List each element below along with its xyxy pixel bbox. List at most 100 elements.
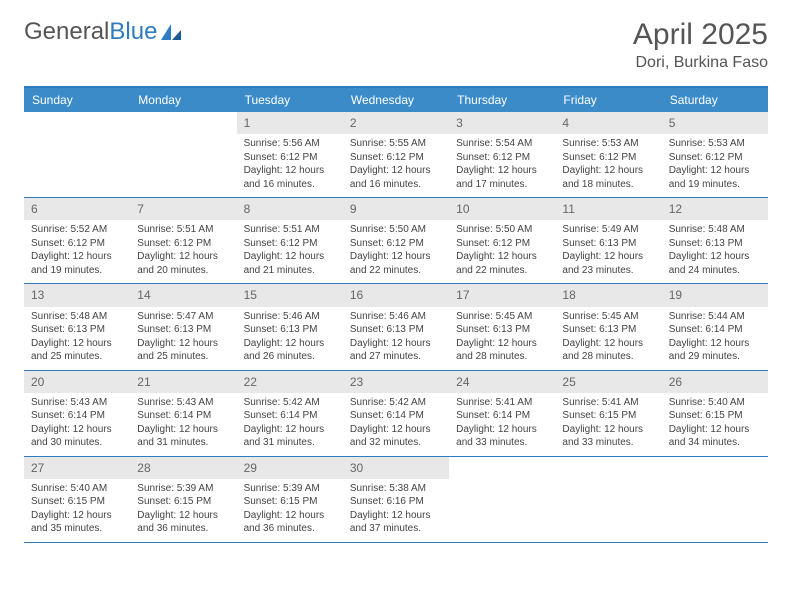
sunset-text: Sunset: 6:14 PM bbox=[31, 409, 123, 423]
day-number: 19 bbox=[662, 284, 768, 306]
sunset-text: Sunset: 6:15 PM bbox=[562, 409, 654, 423]
day-cell: 29Sunrise: 5:39 AMSunset: 6:15 PMDayligh… bbox=[237, 457, 343, 542]
day-details: Sunrise: 5:55 AMSunset: 6:12 PMDaylight:… bbox=[343, 134, 449, 197]
day-details: Sunrise: 5:53 AMSunset: 6:12 PMDaylight:… bbox=[555, 134, 661, 197]
sunset-text: Sunset: 6:12 PM bbox=[350, 151, 442, 165]
sunset-text: Sunset: 6:13 PM bbox=[350, 323, 442, 337]
day-details: Sunrise: 5:49 AMSunset: 6:13 PMDaylight:… bbox=[555, 220, 661, 283]
day-details: Sunrise: 5:39 AMSunset: 6:15 PMDaylight:… bbox=[130, 479, 236, 542]
day-details: Sunrise: 5:39 AMSunset: 6:15 PMDaylight:… bbox=[237, 479, 343, 542]
sunrise-text: Sunrise: 5:50 AM bbox=[456, 223, 548, 237]
sunrise-text: Sunrise: 5:48 AM bbox=[31, 310, 123, 324]
day-details: Sunrise: 5:48 AMSunset: 6:13 PMDaylight:… bbox=[24, 307, 130, 370]
day-cell: 12Sunrise: 5:48 AMSunset: 6:13 PMDayligh… bbox=[662, 198, 768, 283]
day-cell: 3Sunrise: 5:54 AMSunset: 6:12 PMDaylight… bbox=[449, 112, 555, 197]
day-cell: 1Sunrise: 5:56 AMSunset: 6:12 PMDaylight… bbox=[237, 112, 343, 197]
daylight-text: Daylight: 12 hours and 37 minutes. bbox=[350, 509, 442, 536]
daylight-text: Daylight: 12 hours and 33 minutes. bbox=[456, 423, 548, 450]
daylight-text: Daylight: 12 hours and 25 minutes. bbox=[31, 337, 123, 364]
day-number: 2 bbox=[343, 112, 449, 134]
sunrise-text: Sunrise: 5:54 AM bbox=[456, 137, 548, 151]
day-number: 15 bbox=[237, 284, 343, 306]
day-details: Sunrise: 5:41 AMSunset: 6:15 PMDaylight:… bbox=[555, 393, 661, 456]
day-details: Sunrise: 5:53 AMSunset: 6:12 PMDaylight:… bbox=[662, 134, 768, 197]
day-number: 14 bbox=[130, 284, 236, 306]
logo-text-blue: Blue bbox=[109, 18, 157, 46]
day-header-row: Sunday Monday Tuesday Wednesday Thursday… bbox=[24, 88, 768, 112]
day-cell bbox=[662, 457, 768, 542]
sunset-text: Sunset: 6:12 PM bbox=[456, 237, 548, 251]
day-cell: 9Sunrise: 5:50 AMSunset: 6:12 PMDaylight… bbox=[343, 198, 449, 283]
sunrise-text: Sunrise: 5:43 AM bbox=[31, 396, 123, 410]
day-details: Sunrise: 5:56 AMSunset: 6:12 PMDaylight:… bbox=[237, 134, 343, 197]
day-number: 24 bbox=[449, 371, 555, 393]
day-details: Sunrise: 5:40 AMSunset: 6:15 PMDaylight:… bbox=[662, 393, 768, 456]
sunset-text: Sunset: 6:13 PM bbox=[456, 323, 548, 337]
day-number: 13 bbox=[24, 284, 130, 306]
day-cell: 28Sunrise: 5:39 AMSunset: 6:15 PMDayligh… bbox=[130, 457, 236, 542]
day-cell: 13Sunrise: 5:48 AMSunset: 6:13 PMDayligh… bbox=[24, 284, 130, 369]
sunrise-text: Sunrise: 5:43 AM bbox=[137, 396, 229, 410]
daylight-text: Daylight: 12 hours and 33 minutes. bbox=[562, 423, 654, 450]
daylight-text: Daylight: 12 hours and 17 minutes. bbox=[456, 164, 548, 191]
sunset-text: Sunset: 6:13 PM bbox=[669, 237, 761, 251]
daylight-text: Daylight: 12 hours and 32 minutes. bbox=[350, 423, 442, 450]
daylight-text: Daylight: 12 hours and 20 minutes. bbox=[137, 250, 229, 277]
sunrise-text: Sunrise: 5:38 AM bbox=[350, 482, 442, 496]
sunset-text: Sunset: 6:15 PM bbox=[669, 409, 761, 423]
day-cell: 8Sunrise: 5:51 AMSunset: 6:12 PMDaylight… bbox=[237, 198, 343, 283]
day-cell: 21Sunrise: 5:43 AMSunset: 6:14 PMDayligh… bbox=[130, 371, 236, 456]
daylight-text: Daylight: 12 hours and 29 minutes. bbox=[669, 337, 761, 364]
day-number: 30 bbox=[343, 457, 449, 479]
day-number: 27 bbox=[24, 457, 130, 479]
sunset-text: Sunset: 6:14 PM bbox=[669, 323, 761, 337]
day-details: Sunrise: 5:42 AMSunset: 6:14 PMDaylight:… bbox=[343, 393, 449, 456]
sunrise-text: Sunrise: 5:56 AM bbox=[244, 137, 336, 151]
day-number: 7 bbox=[130, 198, 236, 220]
daylight-text: Daylight: 12 hours and 23 minutes. bbox=[562, 250, 654, 277]
daylight-text: Daylight: 12 hours and 34 minutes. bbox=[669, 423, 761, 450]
day-cell bbox=[24, 112, 130, 197]
daylight-text: Daylight: 12 hours and 31 minutes. bbox=[137, 423, 229, 450]
calendar: Sunday Monday Tuesday Wednesday Thursday… bbox=[24, 86, 768, 543]
day-details: Sunrise: 5:44 AMSunset: 6:14 PMDaylight:… bbox=[662, 307, 768, 370]
sunset-text: Sunset: 6:12 PM bbox=[669, 151, 761, 165]
day-details: Sunrise: 5:50 AMSunset: 6:12 PMDaylight:… bbox=[449, 220, 555, 283]
day-details: Sunrise: 5:45 AMSunset: 6:13 PMDaylight:… bbox=[449, 307, 555, 370]
logo-text-gray: General bbox=[24, 18, 109, 46]
day-cell: 17Sunrise: 5:45 AMSunset: 6:13 PMDayligh… bbox=[449, 284, 555, 369]
day-details: Sunrise: 5:52 AMSunset: 6:12 PMDaylight:… bbox=[24, 220, 130, 283]
day-number: 12 bbox=[662, 198, 768, 220]
day-details: Sunrise: 5:48 AMSunset: 6:13 PMDaylight:… bbox=[662, 220, 768, 283]
day-cell bbox=[555, 457, 661, 542]
day-details: Sunrise: 5:43 AMSunset: 6:14 PMDaylight:… bbox=[24, 393, 130, 456]
sunset-text: Sunset: 6:14 PM bbox=[350, 409, 442, 423]
daylight-text: Daylight: 12 hours and 28 minutes. bbox=[562, 337, 654, 364]
sunrise-text: Sunrise: 5:46 AM bbox=[244, 310, 336, 324]
daylight-text: Daylight: 12 hours and 28 minutes. bbox=[456, 337, 548, 364]
day-header-wed: Wednesday bbox=[343, 88, 449, 112]
day-cell: 6Sunrise: 5:52 AMSunset: 6:12 PMDaylight… bbox=[24, 198, 130, 283]
sunrise-text: Sunrise: 5:47 AM bbox=[137, 310, 229, 324]
sunrise-text: Sunrise: 5:41 AM bbox=[562, 396, 654, 410]
week-row: 13Sunrise: 5:48 AMSunset: 6:13 PMDayligh… bbox=[24, 284, 768, 370]
daylight-text: Daylight: 12 hours and 21 minutes. bbox=[244, 250, 336, 277]
day-number: 29 bbox=[237, 457, 343, 479]
weeks-container: 1Sunrise: 5:56 AMSunset: 6:12 PMDaylight… bbox=[24, 112, 768, 543]
sunrise-text: Sunrise: 5:41 AM bbox=[456, 396, 548, 410]
day-cell: 20Sunrise: 5:43 AMSunset: 6:14 PMDayligh… bbox=[24, 371, 130, 456]
daylight-text: Daylight: 12 hours and 19 minutes. bbox=[31, 250, 123, 277]
daylight-text: Daylight: 12 hours and 24 minutes. bbox=[669, 250, 761, 277]
day-number: 8 bbox=[237, 198, 343, 220]
day-number: 20 bbox=[24, 371, 130, 393]
daylight-text: Daylight: 12 hours and 27 minutes. bbox=[350, 337, 442, 364]
day-details: Sunrise: 5:45 AMSunset: 6:13 PMDaylight:… bbox=[555, 307, 661, 370]
daylight-text: Daylight: 12 hours and 35 minutes. bbox=[31, 509, 123, 536]
day-cell: 26Sunrise: 5:40 AMSunset: 6:15 PMDayligh… bbox=[662, 371, 768, 456]
day-number: 11 bbox=[555, 198, 661, 220]
sunset-text: Sunset: 6:13 PM bbox=[31, 323, 123, 337]
daylight-text: Daylight: 12 hours and 18 minutes. bbox=[562, 164, 654, 191]
day-header-mon: Monday bbox=[130, 88, 236, 112]
daylight-text: Daylight: 12 hours and 19 minutes. bbox=[669, 164, 761, 191]
day-cell: 27Sunrise: 5:40 AMSunset: 6:15 PMDayligh… bbox=[24, 457, 130, 542]
